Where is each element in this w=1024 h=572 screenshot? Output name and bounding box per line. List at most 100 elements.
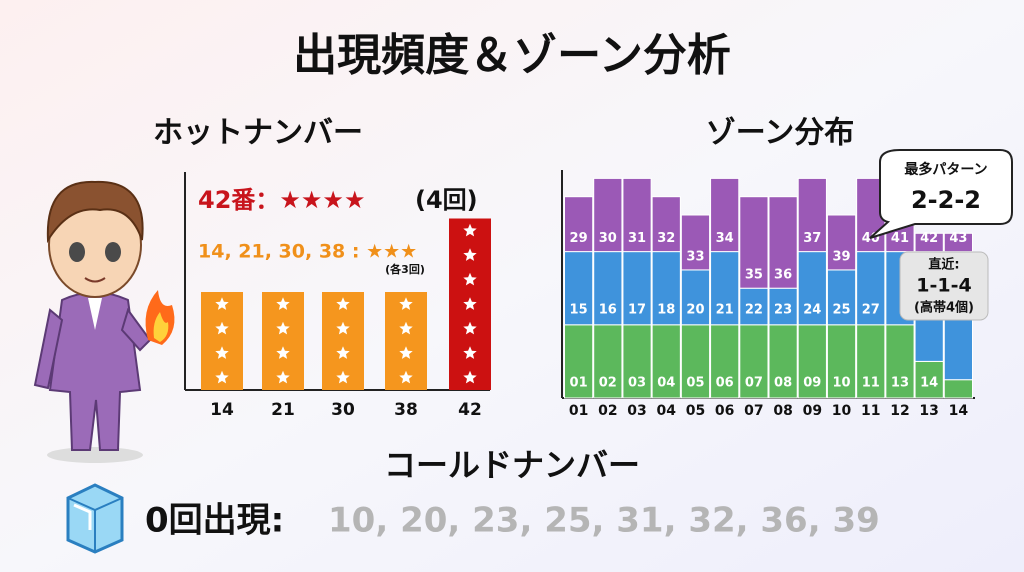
bar-segment [826,214,857,271]
x-tick-label: 14 [210,400,234,420]
x-tick-label: 06 [715,403,734,419]
segment-label: 01 [570,376,588,391]
annotation: 最多パターン [904,161,987,178]
bar-star [463,297,477,310]
segment-label: 25 [832,302,850,317]
bar-segment [856,251,886,326]
segment-label: 23 [774,302,792,317]
bar-star [463,248,477,261]
bar-star [463,346,477,359]
bar-segment [768,196,798,289]
x-tick-label: 07 [744,403,763,419]
x-tick-label: 05 [686,403,705,419]
x-tick-label: 02 [598,403,617,419]
character [33,180,175,463]
bar-segment [826,324,857,399]
bar-segment [826,269,857,326]
bar-segment [622,177,652,253]
x-tick-label: 12 [890,403,909,419]
bar-segment [622,251,652,326]
segment-label: 10 [832,376,850,391]
segment-label: 02 [599,376,617,391]
x-tick-label: 42 [458,400,482,420]
ice-icon [66,483,124,554]
bar-segment [622,324,652,399]
x-tick-label: 14 [949,403,969,419]
segment-label: 14 [920,376,938,391]
bar-segment [710,177,740,253]
annotation: 直近: [928,257,959,273]
bar-segment [564,251,594,326]
bar-star [336,321,350,335]
bar-star [215,321,229,335]
cold-title: コールドナンバー [384,446,640,484]
bar-star [215,297,229,310]
bar-segment [593,177,623,253]
annotation: (4回) [415,186,478,214]
bar-segment [914,360,944,399]
segment-label: 32 [657,231,675,246]
bar-star [276,321,290,335]
bar-star [399,321,413,335]
annotation: (各3回) [385,262,425,276]
x-tick-label: 11 [861,403,880,419]
x-tick-label: 03 [627,403,646,419]
cold-numbers: 10, 20, 23, 25, 31, 32, 36, 39 [328,501,880,541]
bar-star [276,370,290,384]
bar-star [399,297,413,310]
x-tick-label: 21 [271,400,295,420]
bar-star [336,297,350,310]
bar-segment [593,251,623,326]
segment-label: 18 [657,302,675,317]
x-tick-label: 04 [657,403,677,419]
bar-star [276,297,290,310]
annotation: 42番：★★★★ [198,186,365,214]
x-tick-label: 10 [832,403,852,419]
bar-star [215,346,229,359]
annotation: 1-1-4 [916,275,971,297]
segment-label: 09 [803,376,821,391]
bar-star [399,370,413,384]
bar-segment [651,196,681,253]
bar-segment [651,251,681,326]
x-tick-label: 01 [569,403,588,419]
bar-star [463,321,477,335]
callout-box [899,251,989,321]
bar-star [276,346,290,359]
annotation: (高帯4個) [914,300,974,316]
bar-segment [710,324,740,399]
bar-star [336,370,350,384]
bar-segment [564,324,594,399]
segment-label: 34 [716,231,734,246]
segment-label: 41 [891,231,909,246]
segment-label: 31 [628,231,646,246]
segment-label: 39 [832,249,850,264]
segment-label: 33 [686,249,704,264]
segment-label: 08 [774,376,792,391]
segment-label: 24 [803,302,821,317]
bar-segment [797,251,827,326]
bar-segment [739,196,769,289]
zone-title: ゾーン分布 [706,116,855,151]
segment-label: 20 [686,302,704,317]
segment-label: 05 [686,376,704,391]
bar-segment [739,287,769,326]
page-title: 出現頻度＆ゾーン分析 [293,30,731,81]
segment-label: 21 [716,302,734,317]
x-tick-label: 38 [394,400,418,420]
segment-label: 42 [920,231,938,246]
segment-label: 13 [891,376,909,391]
segment-label: 03 [628,376,646,391]
bar-star [215,370,229,384]
segment-label: 29 [570,231,588,246]
segment-label: 30 [599,231,617,246]
bar-segment [885,324,915,399]
bar-segment [710,251,740,326]
bar-star [336,346,350,359]
segment-label: 36 [774,268,792,283]
segment-label: 35 [745,268,763,283]
x-tick-label: 30 [331,400,355,420]
segment-label: 04 [657,376,675,391]
segment-label: 37 [803,231,821,246]
bar-segment [943,379,973,399]
